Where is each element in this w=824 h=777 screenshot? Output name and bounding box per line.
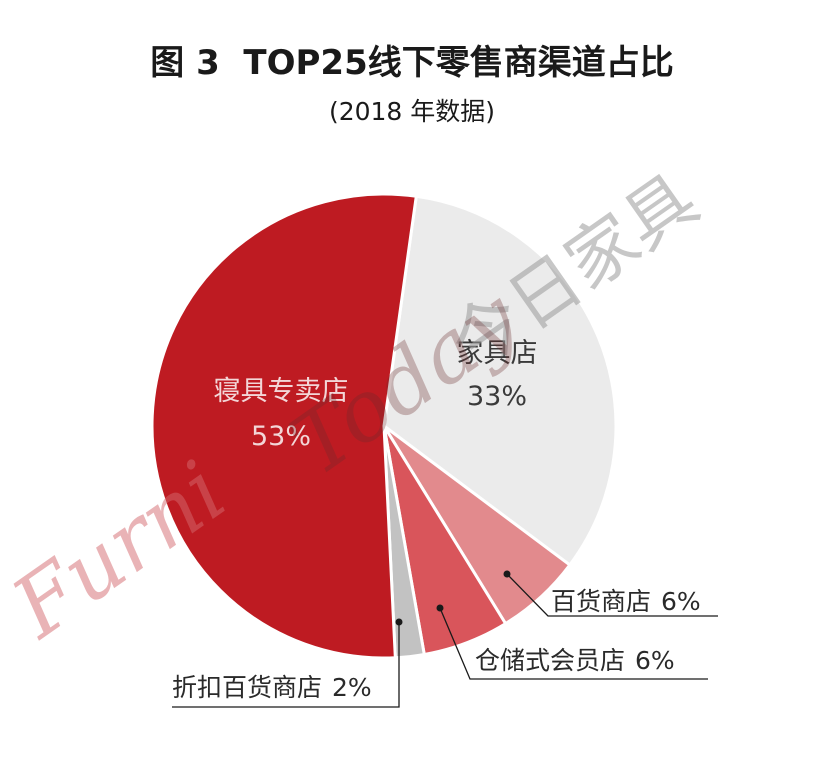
callout-name-1: 百货商店 [551, 587, 651, 616]
callout-label-1: 百货商店 6% [551, 587, 701, 616]
slice-value-4: 53% [251, 421, 311, 452]
slice-label-0: 家具店 [457, 338, 538, 369]
pie-slice-0 [382, 194, 618, 567]
slice-value-0: 33% [467, 381, 527, 412]
callout-name-3: 折扣百货商店 [172, 673, 322, 702]
callout-label-2: 仓储式会员店 6% [475, 646, 675, 675]
callout-line-1 [506, 573, 718, 617]
callout-name-2: 仓储式会员店 [475, 646, 625, 675]
callout-labels: 百货商店 6% 仓储式会员店 6% 折扣百货商店 2% [172, 570, 718, 708]
callout-value-3: 2% [332, 673, 372, 702]
slice-label-4: 寝具专卖店 [214, 376, 349, 407]
pie-slice-4 [150, 192, 418, 660]
callout-line-3 [172, 622, 400, 708]
inside-labels: 家具店 33% 寝具专卖店 53% [214, 338, 538, 452]
callout-line-2 [439, 607, 708, 680]
callout-value-2: 6% [635, 646, 675, 675]
chart-subtitle: (2018 年数据) [329, 97, 495, 126]
callout-label-3: 折扣百货商店 2% [172, 673, 372, 702]
chart-title: 图 3 TOP25线下零售商渠道占比 [150, 43, 674, 83]
chart-titles: 图 3 TOP25线下零售商渠道占比 (2018 年数据) [150, 43, 674, 126]
pie-slices [150, 192, 618, 660]
callout-value-1: 6% [661, 587, 701, 616]
